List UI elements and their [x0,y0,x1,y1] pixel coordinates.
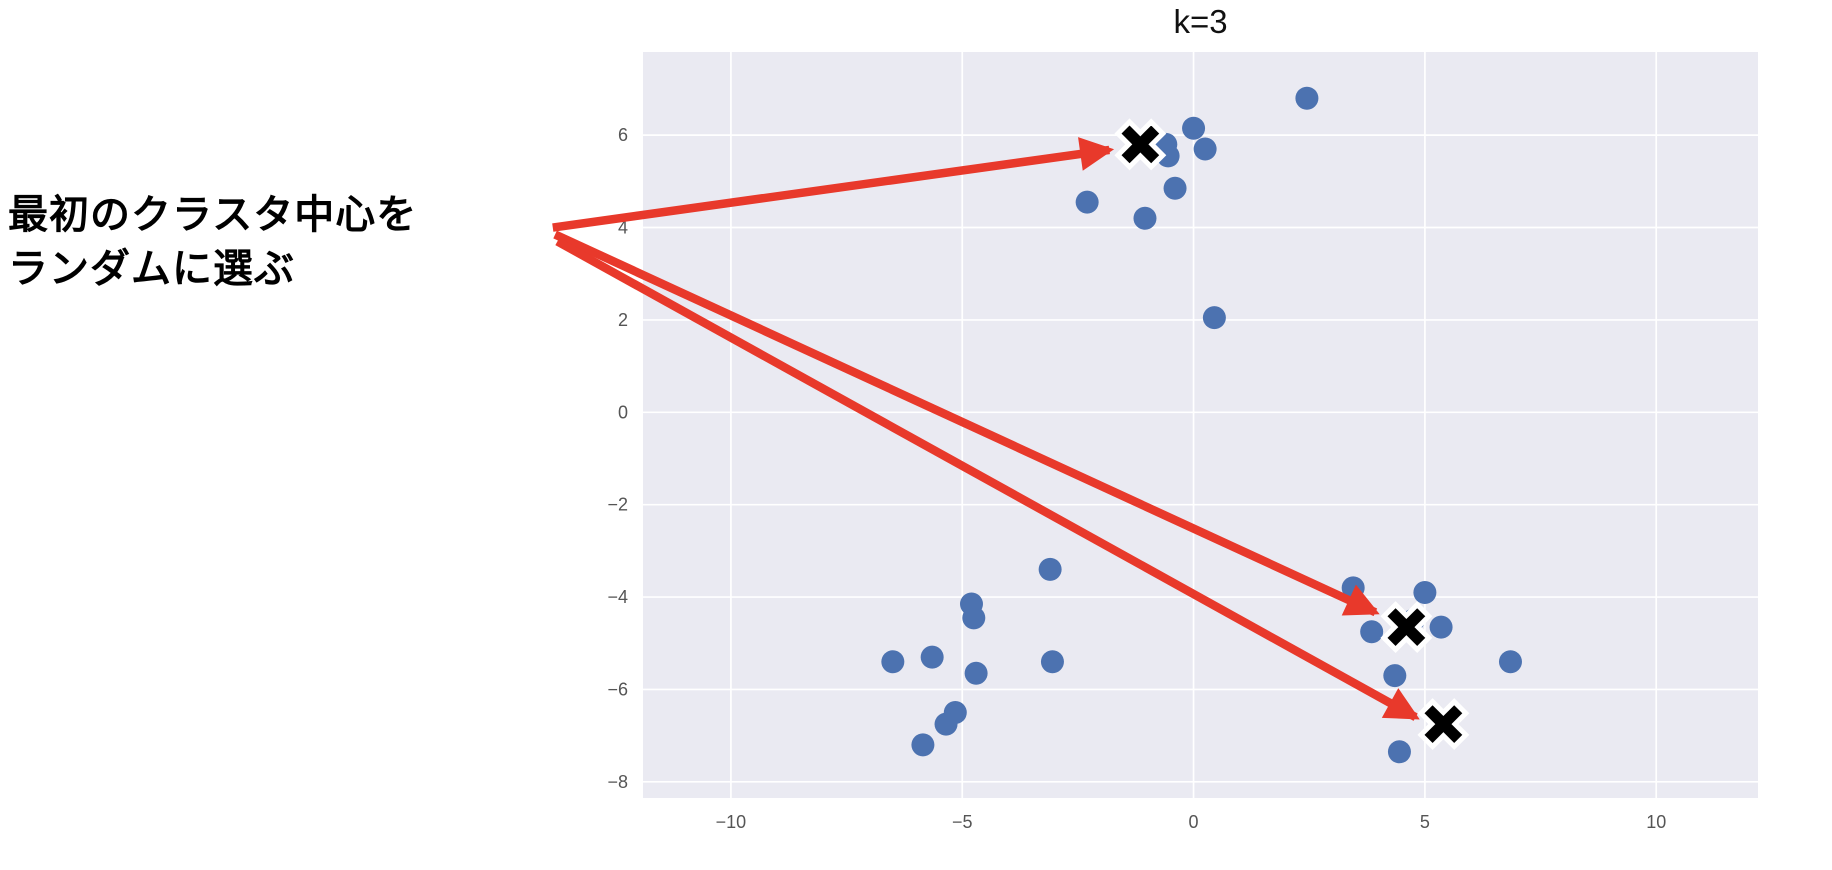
y-tick-label: 0 [618,402,628,422]
initial-centroids-series [1114,118,1470,751]
data-point [1387,740,1411,764]
data-point [1429,615,1453,639]
centroid-marker [1114,118,1167,171]
annotation-arrows [552,137,1420,721]
data-point [920,645,944,669]
data-point [1182,116,1206,140]
data-point [1075,190,1099,214]
data-point [962,606,986,630]
centroid-marker [1417,698,1470,751]
data-point [1295,86,1319,110]
data-point [1156,144,1180,168]
annotation-arrow [552,137,1115,232]
data-point [934,712,958,736]
data-point [1193,137,1217,161]
x-tick-label: 5 [1420,812,1430,832]
data-point [1163,176,1187,200]
y-tick-label: −2 [607,495,628,515]
annotation-arrow [553,230,1380,617]
data-point [1383,664,1407,688]
x-tick-label: 0 [1189,812,1199,832]
y-tick-label: −6 [607,679,628,699]
y-tick-label: −8 [607,772,628,792]
y-tick-labels: −8 −6 −4 −2 0 2 4 6 [607,125,628,792]
annotation-text: 最初のクラスタ中心を ランダムに選ぶ [8,188,528,296]
data-point [1133,206,1157,230]
data-point [964,661,988,685]
data-point [1040,650,1064,674]
annotation-arrow [555,237,1420,721]
data-point [881,650,905,674]
annotation-line-1: 最初のクラスタ中心を [8,193,418,237]
data-point [1038,557,1062,581]
plot-background [643,52,1758,798]
data-point [911,733,935,757]
annotation-line-2: ランダムに選ぶ [8,247,295,291]
x-tick-label: −10 [716,812,747,832]
centroid-marker [1380,601,1433,654]
y-tick-label: 4 [618,218,628,238]
x-tick-label: 10 [1646,812,1666,832]
y-tick-label: 2 [618,310,628,330]
data-point [1202,306,1226,330]
x-tick-labels: −10 −5 0 5 10 [716,812,1667,832]
y-tick-label: 6 [618,125,628,145]
chart-title: k=3 [1173,3,1228,40]
data-point [1498,650,1522,674]
data-point [1360,620,1384,644]
y-tick-label: −4 [607,587,628,607]
x-tick-label: −5 [952,812,973,832]
data-point [1413,580,1437,604]
